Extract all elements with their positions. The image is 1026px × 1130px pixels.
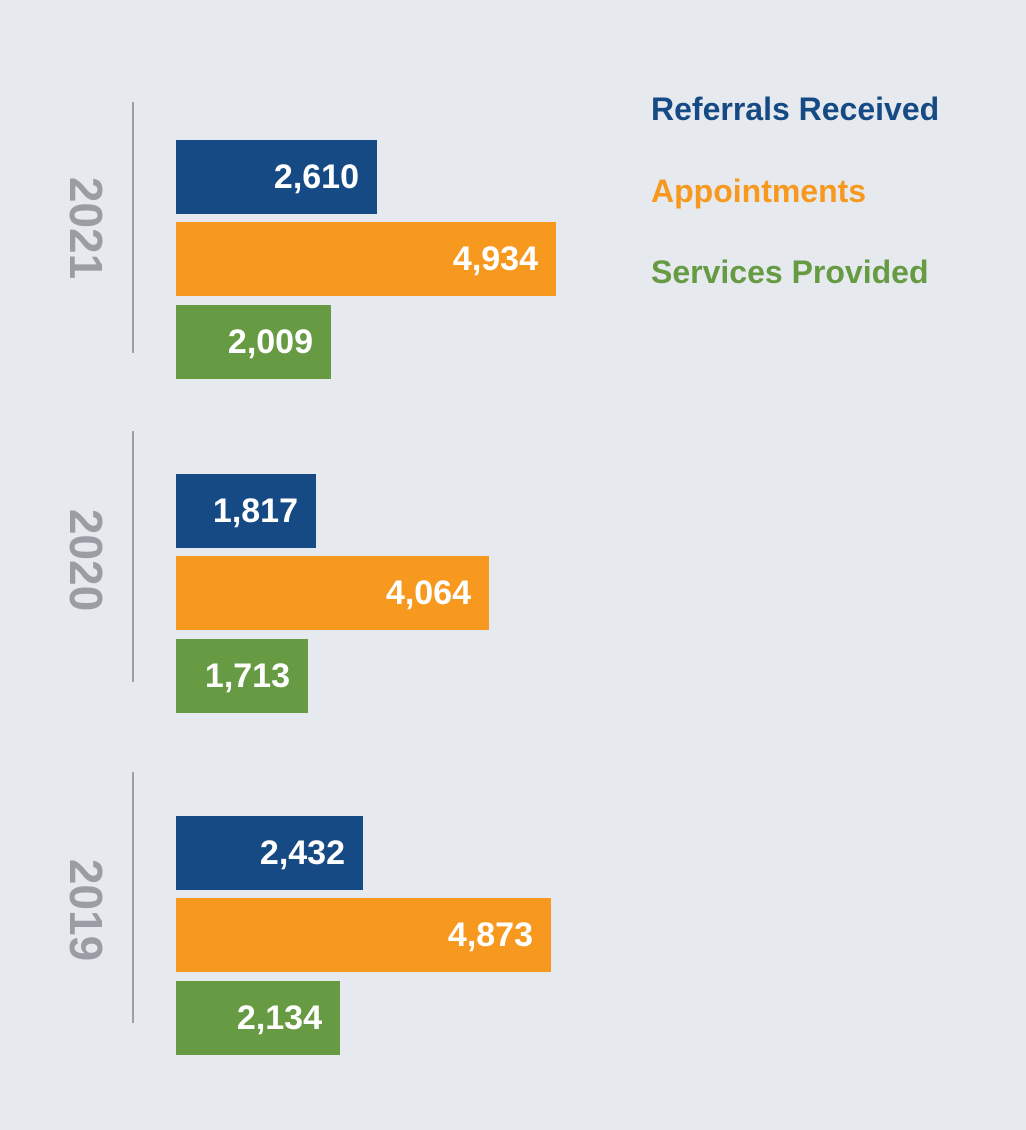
bar-2019-services-provided: 2,134 (176, 981, 340, 1055)
bar-value-label: 1,713 (204, 657, 290, 695)
group-divider-2020 (132, 431, 134, 682)
group-divider-2019 (132, 772, 134, 1023)
bar-2020-appointments: 4,064 (176, 556, 489, 630)
bar-value-label: 2,009 (227, 323, 313, 361)
bar-2019-referrals-received: 2,432 (176, 816, 363, 890)
year-label-2021: 2021 (60, 176, 112, 280)
bar-2020-referrals-received: 1,817 (176, 474, 316, 548)
bar-value-label: 2,134 (236, 999, 322, 1037)
year-label-2020: 2020 (60, 508, 112, 612)
bar-2021-appointments: 4,934 (176, 222, 556, 296)
bar-value-label: 2,610 (273, 158, 359, 196)
bar-2021-services-provided: 2,009 (176, 305, 331, 379)
bar-value-label: 4,873 (447, 916, 533, 954)
legend-item-referrals-received: Referrals Received (651, 91, 940, 127)
bar-value-label: 4,934 (452, 240, 538, 278)
year-label-2019: 2019 (60, 858, 112, 962)
bar-value-label: 4,064 (385, 574, 471, 612)
group-divider-2021 (132, 102, 134, 353)
bar-2021-referrals-received: 2,610 (176, 140, 377, 214)
bar-2020-services-provided: 1,713 (176, 639, 308, 713)
legend-item-appointments: Appointments (651, 173, 867, 209)
legend-item-services-provided: Services Provided (651, 254, 929, 290)
bar-2019-appointments: 4,873 (176, 898, 551, 972)
bar-value-label: 2,432 (259, 834, 345, 872)
bar-value-label: 1,817 (212, 492, 298, 530)
